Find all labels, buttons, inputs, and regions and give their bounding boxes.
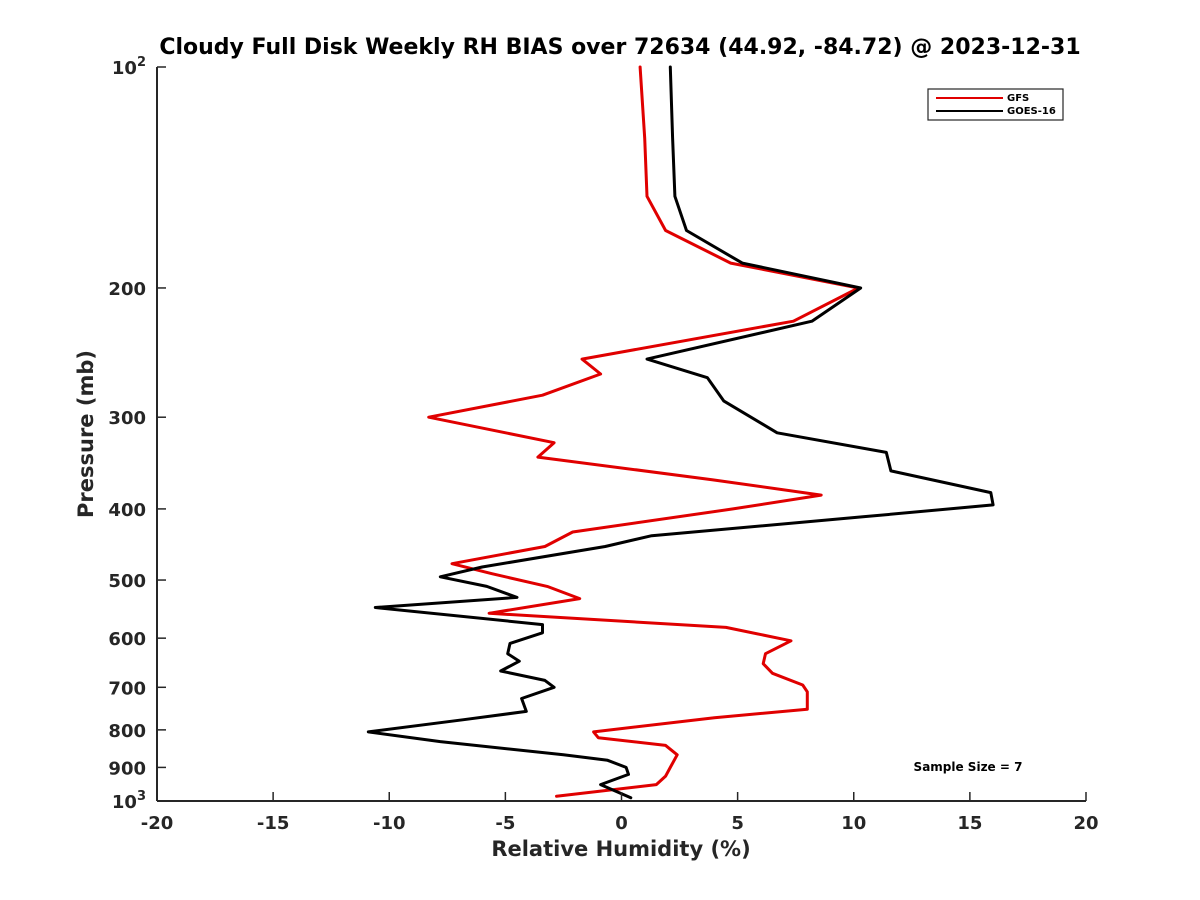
series-layer: [366, 65, 995, 800]
y-tick-label: 500: [108, 571, 146, 592]
legend-box: [927, 88, 1064, 121]
y-tick-label: 800: [108, 721, 146, 742]
x-tick-label: -20: [141, 813, 174, 834]
y-tick-label: 700: [108, 678, 146, 699]
y-tick-label: 600: [108, 629, 146, 650]
legend-label-goes16: GOES-16: [1007, 106, 1056, 117]
x-tick-label: -15: [257, 813, 290, 834]
legend: GFS GOES-16: [927, 88, 1064, 121]
chart-title: Cloudy Full Disk Weekly RH BIAS over 726…: [159, 35, 1080, 60]
y-axis-label: Pressure (mb): [74, 350, 98, 518]
series-line-gfs: [427, 65, 860, 798]
legend-label-gfs: GFS: [1007, 93, 1029, 104]
x-tick-label: 0: [615, 813, 628, 834]
y-ticks: 102 200 300 400 500 600 700 800 900 103: [108, 55, 166, 813]
y-tick-label: 900: [108, 758, 146, 779]
x-tick-label: -10: [373, 813, 406, 834]
x-tick-label: 15: [957, 813, 982, 834]
y-tick-label: 300: [108, 408, 146, 429]
x-ticks: -20 -15 -10 -5 0 5 10 15 20: [141, 792, 1099, 834]
sample-size-annotation: Sample Size = 7: [914, 760, 1023, 774]
x-tick-label: 5: [731, 813, 744, 834]
x-tick-label: -5: [495, 813, 515, 834]
x-axis-label: Relative Humidity (%): [491, 837, 750, 861]
y-tick-label: 103: [112, 789, 146, 813]
y-tick-label: 400: [108, 500, 146, 521]
x-tick-label: 10: [841, 813, 866, 834]
y-tick-label: 200: [108, 279, 146, 300]
x-tick-label: 20: [1073, 813, 1098, 834]
y-tick-label: 102: [112, 55, 146, 79]
series-line-goes16: [366, 65, 995, 800]
